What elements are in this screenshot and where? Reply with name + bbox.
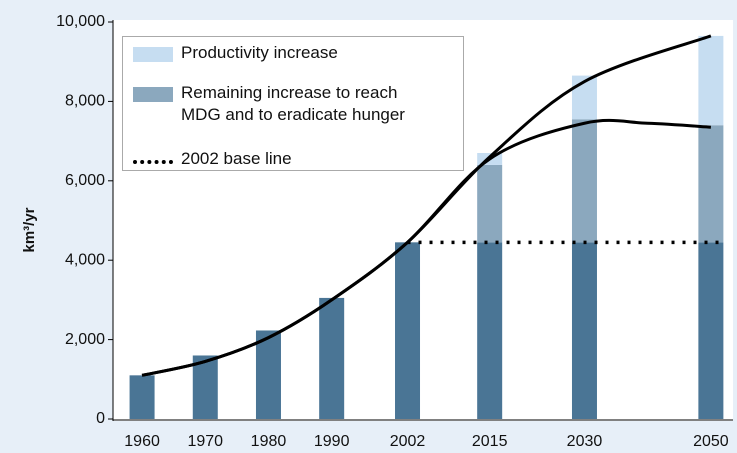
legend-swatch	[133, 160, 173, 164]
legend-label: Remaining increase to reach MDG and to e…	[181, 83, 405, 124]
legend-label: Productivity increase	[181, 43, 338, 62]
y-tick-label: 6,000	[65, 172, 105, 189]
legend-label: 2002 base line	[181, 149, 292, 168]
curve	[141, 118, 711, 377]
x-tick-label: 1970	[187, 433, 223, 450]
bar-segment	[192, 355, 218, 419]
x-tick-label: 1960	[124, 433, 160, 450]
legend-entry: 2002 base line	[133, 149, 292, 170]
legend: Productivity increase Remaining increase …	[122, 36, 464, 171]
bar-segment	[477, 242, 503, 419]
bar-segment	[698, 125, 724, 243]
y-tick-label: 8,000	[65, 93, 105, 110]
bar-segment	[319, 297, 345, 419]
y-tick-label: 4,000	[65, 251, 105, 268]
x-tick-label: 2030	[567, 433, 603, 450]
legend-swatch	[133, 87, 173, 102]
bar-segment	[477, 164, 503, 243]
legend-entry: Productivity increase	[133, 43, 338, 64]
bar-segment	[395, 242, 421, 419]
x-tick-label: 2002	[390, 433, 426, 450]
bar-segment	[129, 375, 155, 419]
x-tick-label: 2015	[472, 433, 508, 450]
bar-segment	[698, 242, 724, 419]
x-tick-label: 2050	[693, 433, 729, 450]
bar-segment	[698, 35, 724, 126]
y-axis-label: km³/yr	[21, 207, 38, 252]
x-tick-label: 1980	[251, 433, 287, 450]
bar-segment	[255, 330, 281, 419]
bar-segment	[571, 242, 597, 419]
legend-swatch	[133, 47, 173, 62]
y-tick-label: 10,000	[56, 13, 105, 30]
y-tick-label: 2,000	[65, 331, 105, 348]
bar-segment	[571, 119, 597, 243]
y-tick-label: 0	[96, 410, 105, 427]
x-tick-label: 1990	[314, 433, 350, 450]
legend-entry: Remaining increase to reach MDG and to e…	[133, 83, 405, 126]
